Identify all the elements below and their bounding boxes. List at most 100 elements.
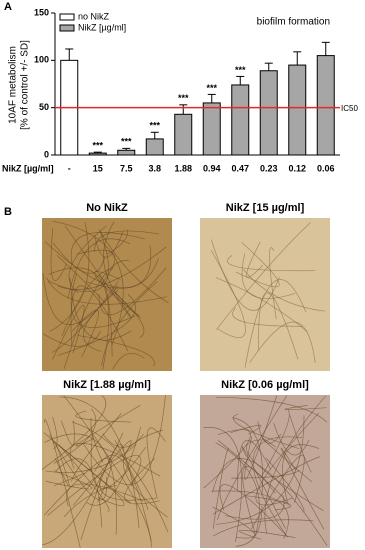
- hypha: [212, 448, 230, 529]
- hypha: [212, 506, 256, 539]
- y-tick-label: 150: [34, 7, 49, 17]
- hypha: [94, 271, 141, 319]
- hypha: [52, 305, 85, 360]
- x-tick-label: 3.8: [148, 163, 161, 173]
- hypha: [252, 436, 303, 536]
- hypha: [243, 269, 326, 312]
- hypha: [258, 292, 299, 360]
- hypha: [48, 231, 109, 293]
- legend-swatch: [59, 13, 75, 21]
- hypha: [43, 432, 131, 504]
- hypha: [215, 415, 305, 525]
- hypha: [211, 490, 289, 539]
- hypha: [44, 433, 117, 535]
- hypha: [245, 439, 324, 511]
- hypha: [232, 417, 263, 496]
- y-tick-label: 100: [34, 55, 49, 65]
- hypha: [47, 455, 142, 516]
- hypha: [215, 442, 260, 533]
- hypha: [249, 321, 316, 364]
- hypha: [45, 470, 93, 490]
- y-tick-label: 50: [39, 102, 49, 112]
- hypha: [43, 457, 112, 516]
- hypha: [203, 427, 243, 543]
- hypha: [50, 228, 67, 282]
- hypha: [67, 238, 131, 299]
- hypha: [257, 421, 282, 444]
- hypha: [244, 279, 307, 368]
- hypha: [107, 285, 145, 339]
- hypha: [48, 267, 109, 370]
- hypha: [83, 289, 119, 352]
- x-tick-label: -: [68, 163, 71, 173]
- hypha: [210, 239, 280, 311]
- hypha: [94, 230, 160, 253]
- hypha: [69, 278, 132, 341]
- hypha: [101, 281, 158, 367]
- hypha: [41, 395, 107, 470]
- hypha: [94, 454, 152, 542]
- reference-label: IC50: [341, 104, 358, 113]
- hypha: [58, 444, 110, 512]
- hypha: [45, 443, 137, 473]
- hypha: [246, 241, 264, 278]
- panel-label: B: [4, 206, 12, 218]
- hypha: [77, 334, 155, 367]
- x-axis-title: NikZ [µg/ml]: [2, 163, 54, 173]
- hypha: [124, 458, 160, 505]
- significance-label: ***: [149, 121, 160, 131]
- hypha: [217, 395, 288, 521]
- image-title: NikZ [0.06 µg/ml]: [221, 379, 309, 391]
- significance-label: ***: [206, 83, 217, 93]
- y-tick-label: 0: [44, 149, 49, 159]
- bar: [88, 152, 107, 156]
- hypha: [114, 440, 148, 511]
- hypha: [72, 309, 100, 358]
- hypha: [86, 426, 142, 506]
- hypha: [57, 294, 136, 356]
- hypha: [216, 396, 327, 423]
- annotation: biofilm formation: [257, 17, 330, 28]
- hypha: [52, 242, 106, 274]
- image-title: No NikZ: [86, 202, 128, 214]
- image-title: NikZ [1.88 µg/ml]: [63, 379, 151, 391]
- bar: [202, 102, 221, 156]
- x-tick-label: 0.12: [288, 163, 306, 173]
- x-tick-label: 1.88: [174, 163, 192, 173]
- hypha: [53, 472, 85, 486]
- bar: [231, 84, 250, 156]
- hypha: [82, 395, 166, 486]
- hypha: [289, 415, 312, 473]
- hypha: [112, 353, 145, 370]
- hypha: [80, 443, 125, 541]
- hypha: [260, 409, 290, 478]
- hypha: [273, 422, 310, 456]
- legend-label: NikZ [µg/ml]: [78, 22, 126, 32]
- hypha: [55, 458, 103, 528]
- hypha: [262, 438, 313, 483]
- hypha: [86, 245, 152, 289]
- hypha: [44, 419, 81, 548]
- bar: [145, 138, 164, 156]
- hypha: [216, 222, 311, 330]
- x-tick-label: 0.47: [231, 163, 249, 173]
- hypha: [241, 446, 286, 529]
- hypha: [68, 225, 107, 293]
- hypha: [61, 268, 114, 337]
- hypha: [218, 440, 287, 504]
- hypha: [60, 420, 75, 446]
- significance-label: ***: [178, 93, 189, 103]
- y-axis-title: [% of control +/- SD]: [20, 40, 31, 130]
- hypha: [213, 519, 314, 537]
- hypha: [90, 417, 104, 463]
- image-title: NikZ [15 µg/ml]: [226, 202, 305, 214]
- hypha: [75, 404, 141, 447]
- hypha: [246, 495, 292, 511]
- hypha: [282, 444, 320, 506]
- hypha: [232, 413, 300, 450]
- x-tick-label: 0.94: [203, 163, 221, 173]
- hypha: [53, 408, 97, 464]
- panel-label: A: [4, 1, 12, 13]
- bar: [117, 149, 136, 156]
